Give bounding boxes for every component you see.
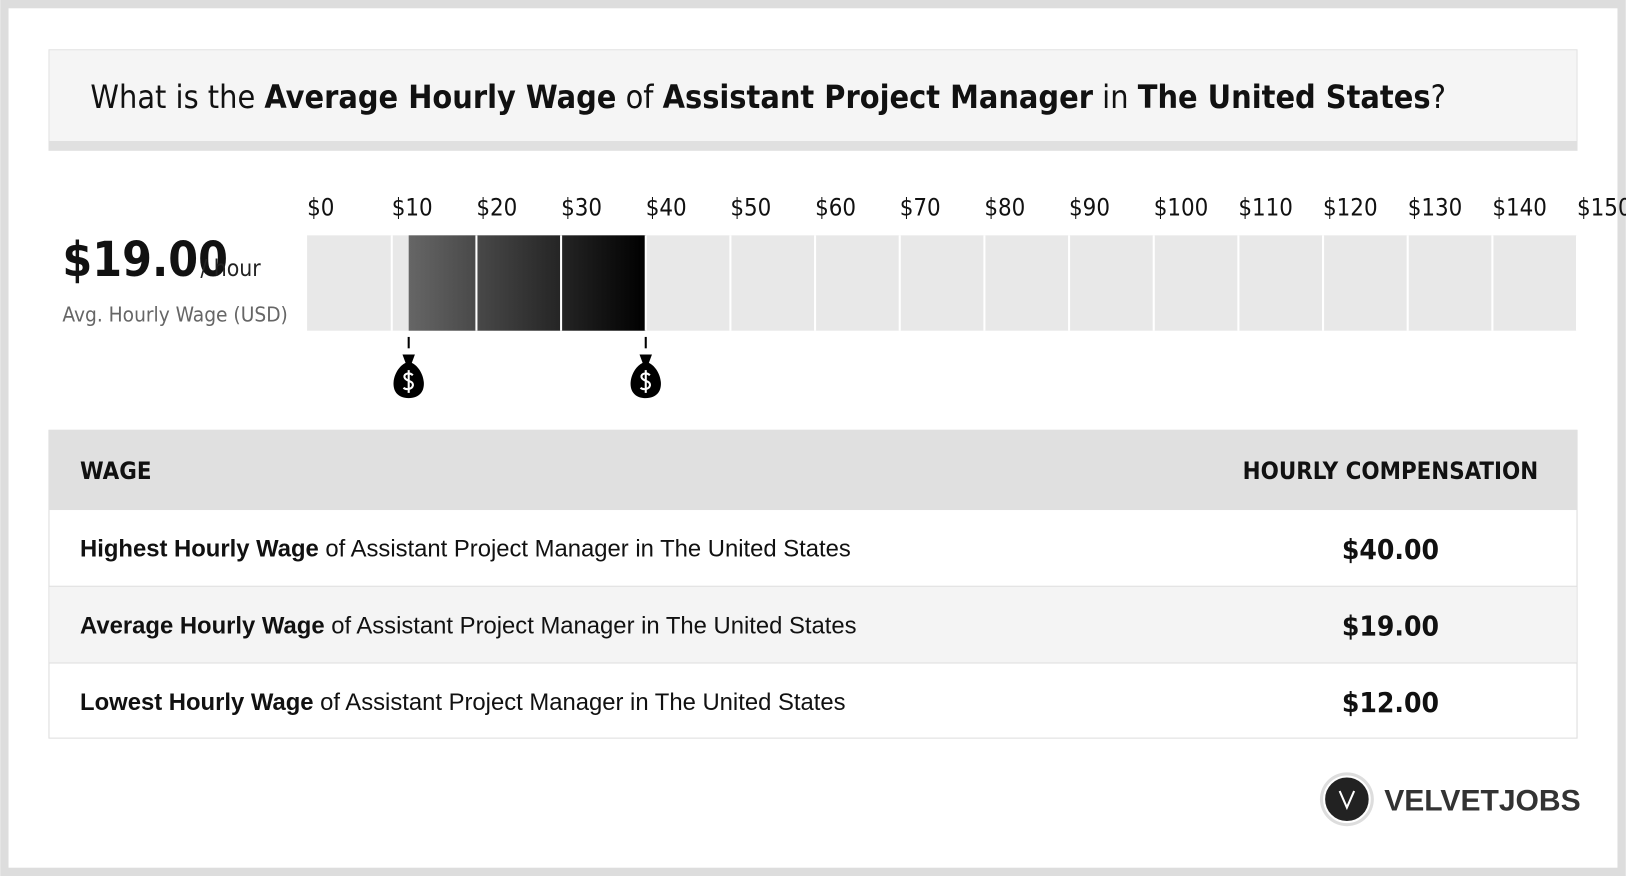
scale-tick-label: $20 — [476, 194, 517, 222]
title-text: in — [1093, 78, 1138, 116]
scale-tick-label: $70 — [900, 194, 941, 222]
summary-label: Avg. Hourly Wage (USD) — [62, 302, 287, 326]
logo-icon — [1323, 775, 1371, 824]
row-value: $40.00 — [1342, 533, 1439, 566]
table-body: Highest Hourly Wage of Assistant Project… — [80, 533, 1439, 719]
title: What is the Average Hourly Wage of Assis… — [90, 78, 1445, 116]
table-row-shade — [49, 586, 1577, 663]
scale-tick-label: $120 — [1323, 194, 1378, 222]
money-bag-sign — [639, 370, 651, 393]
row-label: Lowest Hourly Wage of Assistant Project … — [80, 689, 846, 716]
scale-tick-label: $10 — [392, 194, 433, 222]
title-emphasis: The United States — [1138, 78, 1431, 116]
money-bag-sign — [402, 370, 414, 393]
scale-tick-label: $80 — [984, 194, 1025, 222]
row-value: $12.00 — [1342, 686, 1439, 719]
title-underline — [48, 140, 1578, 151]
row-label-bold: Highest Hourly Wage — [80, 536, 319, 563]
table-header-cell: WAGE — [80, 457, 151, 485]
row-value: $19.00 — [1342, 609, 1439, 642]
title-emphasis: Average Hourly Wage — [264, 78, 616, 116]
row-label-rest: of Assistant Project Manager in The Unit… — [319, 536, 851, 563]
summary-value: $19.00 — [62, 233, 228, 288]
scale-tick-label: $0 — [307, 194, 334, 222]
row-label: Highest Hourly Wage of Assistant Project… — [80, 536, 851, 563]
row-label-rest: of Assistant Project Manager in The Unit… — [325, 612, 857, 639]
scale-tick-label: $140 — [1492, 194, 1547, 222]
scale-tick-label: $110 — [1238, 194, 1293, 222]
title-text: of — [616, 78, 662, 116]
scale-tick-label: $90 — [1069, 194, 1110, 222]
table-header-cell: HOURLY COMPENSATION — [1243, 457, 1539, 485]
scale-tick-label: $130 — [1408, 194, 1463, 222]
wage-range-bar — [408, 235, 646, 331]
logo-v — [1338, 790, 1356, 811]
row-label-rest: of Assistant Project Manager in The Unit… — [314, 689, 846, 716]
title-box — [48, 49, 1578, 151]
scale-tick-label: $150+ — [1577, 194, 1626, 222]
scale-tick-label: $60 — [815, 194, 856, 222]
title-text: What is the — [90, 78, 264, 116]
scale: $0 $10 $20 $30 $40 $50 $60 $70 $80 $90 $100 $110 $12… — [307, 194, 1626, 399]
row-label-bold: Average Hourly Wage — [80, 612, 325, 639]
brand: VELVETJOBS — [1384, 785, 1580, 818]
title-text: ? — [1431, 78, 1446, 116]
scale-tick-label: $50 — [730, 194, 771, 222]
row-label-bold: Lowest Hourly Wage — [80, 689, 313, 716]
row-label: Average Hourly Wage of Assistant Project… — [80, 612, 857, 639]
scale-tick-label: $40 — [646, 194, 687, 222]
title-emphasis: Assistant Project Manager — [663, 78, 1094, 116]
summary-unit: / hour — [200, 256, 261, 282]
scale-tick-label: $30 — [561, 194, 602, 222]
scale-tick-label: $100 — [1154, 194, 1209, 222]
table-header — [48, 430, 1578, 511]
